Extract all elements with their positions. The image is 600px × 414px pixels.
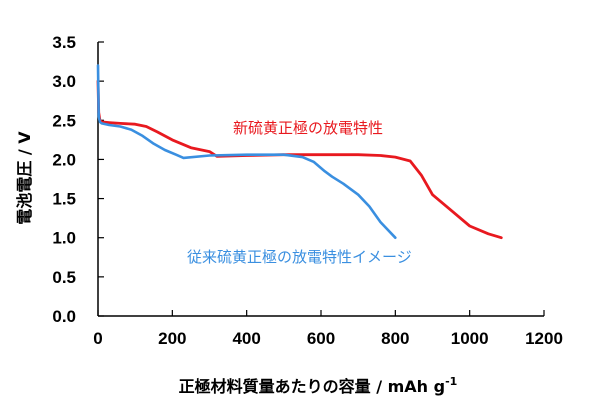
x-axis-title-main: 正極材料質量あたりの容量 / mAh g <box>179 377 445 396</box>
series-line-blue <box>96 64 397 239</box>
y-tick-label: 3.5 <box>52 33 76 52</box>
x-tick-label: 1000 <box>451 329 489 348</box>
x-axis-title: 正極材料質量あたりの容量 / mAh g-1 <box>179 375 458 396</box>
y-tick-label: 1.0 <box>52 229 76 248</box>
y-tick-label: 2.0 <box>52 150 76 169</box>
series-line-red <box>96 79 503 240</box>
annotation-red: 新硫黄正極の放電特性 <box>233 119 383 137</box>
y-tick-label: 3.0 <box>52 72 76 91</box>
annotation-blue: 従来硫黄正極の放電特性イメージ <box>187 248 412 266</box>
x-tick-label: 600 <box>307 329 335 348</box>
x-tick-label: 0 <box>93 329 102 348</box>
x-tick-label: 200 <box>158 329 186 348</box>
y-axis-title: 電池電圧 / V <box>15 131 34 225</box>
x-axis-title-superscript: -1 <box>445 375 457 388</box>
x-tick-label: 1200 <box>525 329 563 348</box>
x-tick-label: 800 <box>381 329 409 348</box>
y-tick-label: 0.5 <box>52 268 76 287</box>
series-layer <box>96 64 503 240</box>
x-tick-label: 400 <box>232 329 260 348</box>
y-tick-label: 2.5 <box>52 111 76 130</box>
y-tick-label: 1.5 <box>52 190 76 209</box>
axes-layer: 0.0 0.5 1.0 1.5 2.0 2.5 3.0 3.5 0 200 400 600 800 100… <box>52 33 563 348</box>
y-tick-label: 0.0 <box>52 307 76 326</box>
